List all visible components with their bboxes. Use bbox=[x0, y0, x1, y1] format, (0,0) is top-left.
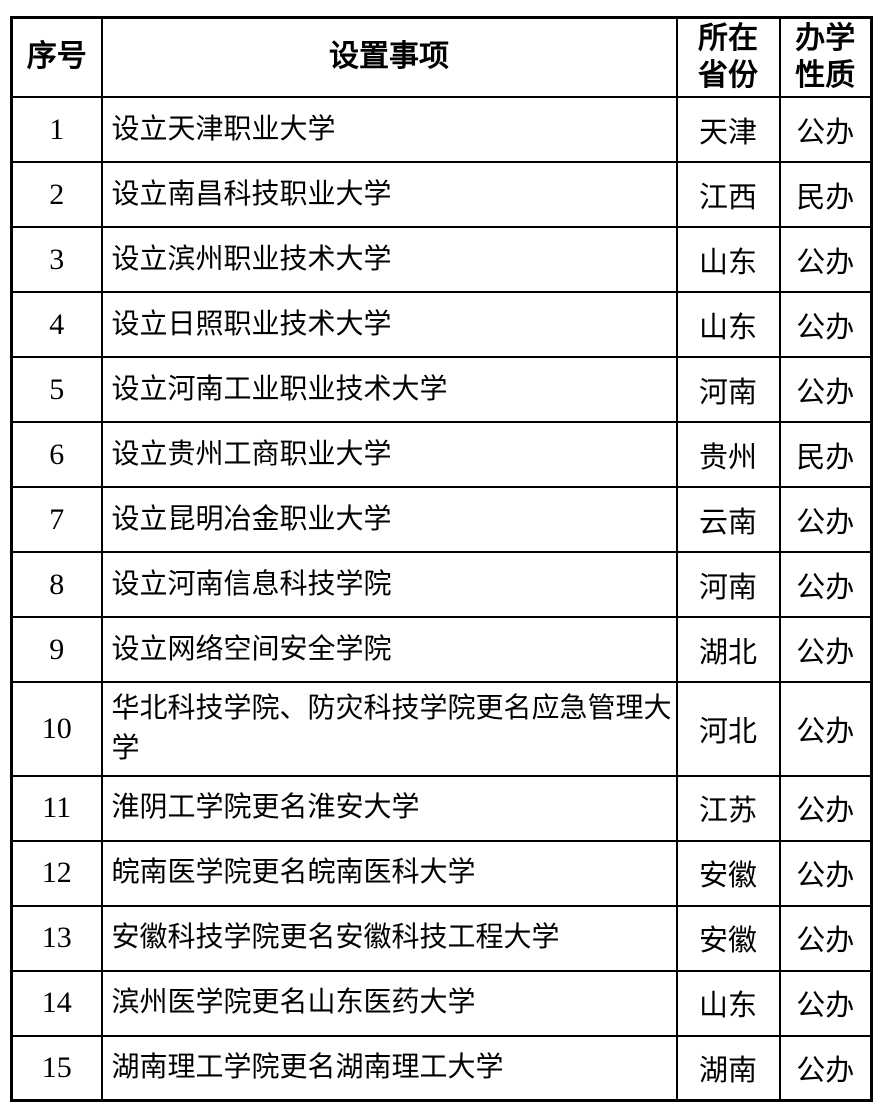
cell-no: 6 bbox=[10, 421, 103, 489]
cell-nature: 民办 bbox=[778, 421, 873, 489]
cell-province: 江西 bbox=[675, 161, 781, 229]
cell-no: 5 bbox=[10, 356, 103, 424]
cell-item: 设立南昌科技职业大学 bbox=[100, 161, 678, 229]
cell-nature: 公办 bbox=[778, 839, 873, 907]
table-header: 序号 设置事项 所在省份 办学性质 bbox=[10, 16, 873, 99]
cell-item: 淮阴工学院更名淮安大学 bbox=[100, 774, 678, 842]
cell-province: 湖南 bbox=[675, 1034, 781, 1102]
cell-item: 设立贵州工商职业大学 bbox=[100, 421, 678, 489]
cell-no: 1 bbox=[10, 96, 103, 164]
cell-no: 3 bbox=[10, 226, 103, 294]
cell-item: 设立昆明冶金职业大学 bbox=[100, 486, 678, 554]
table-row: 6 设立贵州工商职业大学 贵州 民办 bbox=[10, 421, 873, 489]
cell-nature: 公办 bbox=[778, 486, 873, 554]
header-row: 序号 设置事项 所在省份 办学性质 bbox=[10, 16, 873, 99]
table-row: 12 皖南医学院更名皖南医科大学 安徽 公办 bbox=[10, 839, 873, 907]
table-row: 3 设立滨州职业技术大学 山东 公办 bbox=[10, 226, 873, 294]
cell-no: 8 bbox=[10, 551, 103, 619]
cell-nature: 公办 bbox=[778, 291, 873, 359]
cell-nature: 公办 bbox=[778, 96, 873, 164]
table-row: 9 设立网络空间安全学院 湖北 公办 bbox=[10, 616, 873, 684]
cell-nature: 公办 bbox=[778, 551, 873, 619]
cell-province: 山东 bbox=[675, 969, 781, 1037]
cell-item: 湖南理工学院更名湖南理工大学 bbox=[100, 1034, 678, 1102]
cell-no: 11 bbox=[10, 774, 103, 842]
cell-no: 7 bbox=[10, 486, 103, 554]
cell-nature: 公办 bbox=[778, 969, 873, 1037]
cell-province: 山东 bbox=[675, 291, 781, 359]
table-body: 1 设立天津职业大学 天津 公办 2 设立南昌科技职业大学 江西 民办 3 设立… bbox=[10, 96, 873, 1102]
cell-item: 设立网络空间安全学院 bbox=[100, 616, 678, 684]
table-row: 2 设立南昌科技职业大学 江西 民办 bbox=[10, 161, 873, 229]
table-row: 5 设立河南工业职业技术大学 河南 公办 bbox=[10, 356, 873, 424]
table-row: 11 淮阴工学院更名淮安大学 江苏 公办 bbox=[10, 774, 873, 842]
cell-item: 安徽科技学院更名安徽科技工程大学 bbox=[100, 904, 678, 972]
cell-item: 滨州医学院更名山东医药大学 bbox=[100, 969, 678, 1037]
cell-province: 山东 bbox=[675, 226, 781, 294]
cell-province: 河北 bbox=[675, 681, 781, 777]
cell-province: 江苏 bbox=[675, 774, 781, 842]
cell-no: 12 bbox=[10, 839, 103, 907]
cell-item: 设立日照职业技术大学 bbox=[100, 291, 678, 359]
cell-item: 设立滨州职业技术大学 bbox=[100, 226, 678, 294]
cell-no: 9 bbox=[10, 616, 103, 684]
cell-item: 皖南医学院更名皖南医科大学 bbox=[100, 839, 678, 907]
university-setup-table: 序号 设置事项 所在省份 办学性质 1 设立天津职业大学 天津 公办 2 设立南… bbox=[10, 16, 873, 1103]
header-cell-no: 序号 bbox=[10, 16, 103, 99]
cell-no: 15 bbox=[10, 1034, 103, 1102]
cell-nature: 公办 bbox=[778, 681, 873, 777]
table-row: 4 设立日照职业技术大学 山东 公办 bbox=[10, 291, 873, 359]
table-row: 15 湖南理工学院更名湖南理工大学 湖南 公办 bbox=[10, 1034, 873, 1102]
cell-item: 设立天津职业大学 bbox=[100, 96, 678, 164]
cell-province: 河南 bbox=[675, 356, 781, 424]
cell-province: 安徽 bbox=[675, 839, 781, 907]
cell-nature: 公办 bbox=[778, 356, 873, 424]
header-cell-item: 设置事项 bbox=[100, 16, 678, 99]
table-row: 10 华北科技学院、防灾科技学院更名应急管理大学 河北 公办 bbox=[10, 681, 873, 777]
table-row: 1 设立天津职业大学 天津 公办 bbox=[10, 96, 873, 164]
cell-nature: 公办 bbox=[778, 226, 873, 294]
cell-no: 4 bbox=[10, 291, 103, 359]
table-row: 14 滨州医学院更名山东医药大学 山东 公办 bbox=[10, 969, 873, 1037]
cell-nature: 公办 bbox=[778, 616, 873, 684]
header-cell-nature: 办学性质 bbox=[778, 16, 873, 99]
cell-province: 河南 bbox=[675, 551, 781, 619]
cell-no: 14 bbox=[10, 969, 103, 1037]
cell-nature: 民办 bbox=[778, 161, 873, 229]
cell-nature: 公办 bbox=[778, 774, 873, 842]
cell-item: 华北科技学院、防灾科技学院更名应急管理大学 bbox=[100, 681, 678, 777]
cell-province: 贵州 bbox=[675, 421, 781, 489]
cell-no: 2 bbox=[10, 161, 103, 229]
cell-province: 安徽 bbox=[675, 904, 781, 972]
table-row: 7 设立昆明冶金职业大学 云南 公办 bbox=[10, 486, 873, 554]
cell-province: 天津 bbox=[675, 96, 781, 164]
table-row: 8 设立河南信息科技学院 河南 公办 bbox=[10, 551, 873, 619]
cell-no: 10 bbox=[10, 681, 103, 777]
cell-nature: 公办 bbox=[778, 1034, 873, 1102]
cell-no: 13 bbox=[10, 904, 103, 972]
cell-province: 云南 bbox=[675, 486, 781, 554]
table-row: 13 安徽科技学院更名安徽科技工程大学 安徽 公办 bbox=[10, 904, 873, 972]
header-cell-province: 所在省份 bbox=[675, 16, 781, 99]
cell-nature: 公办 bbox=[778, 904, 873, 972]
cell-item: 设立河南信息科技学院 bbox=[100, 551, 678, 619]
cell-item: 设立河南工业职业技术大学 bbox=[100, 356, 678, 424]
cell-province: 湖北 bbox=[675, 616, 781, 684]
